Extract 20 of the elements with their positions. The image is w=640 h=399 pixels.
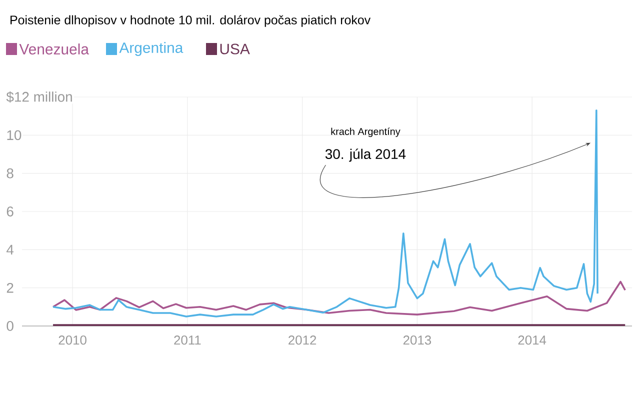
- chart-title: Poistenie dlhopisov v hodnote 10 mil. dolárov počas piatich rokov: [10, 15, 371, 27]
- y-tick-label: 4: [6, 244, 14, 254]
- legend-label: Argentina: [119, 42, 184, 56]
- y-tick-label: 0: [6, 321, 14, 331]
- x-tick-label: 2011: [174, 336, 201, 345]
- annotation: 30. júla 2014: [325, 148, 406, 162]
- x-tick-label: 2012: [288, 336, 316, 345]
- y-tick-label: $12 million: [6, 91, 72, 103]
- legend-label: Venezuela: [19, 44, 89, 54]
- x-tick-label: 2013: [403, 336, 432, 345]
- legend-label: USA: [220, 44, 250, 54]
- line-series: [52, 280, 626, 316]
- y-tick-label: 8: [6, 168, 14, 178]
- annotation: krach Argentíny: [331, 128, 400, 137]
- x-tick-label: 2010: [58, 336, 86, 345]
- y-tick-label: 10: [7, 130, 22, 140]
- x-tick-label: 2014: [518, 336, 546, 345]
- y-tick-label: 2: [6, 282, 14, 293]
- y-tick-label: 6: [6, 206, 14, 216]
- line-series: [52, 109, 598, 318]
